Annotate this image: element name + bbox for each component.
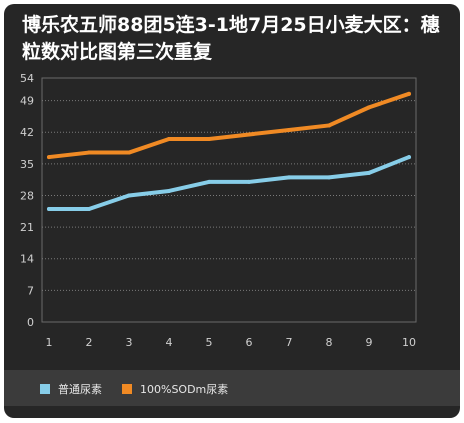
legend-swatch-series-2 [122, 384, 132, 394]
x-tick-label: 1 [46, 336, 53, 349]
y-tick-label: 7 [27, 284, 34, 297]
data-point-series-1 [367, 170, 371, 175]
data-point-series-2 [87, 150, 91, 155]
data-point-series-1 [207, 179, 211, 184]
y-tick-label: 0 [27, 316, 34, 329]
x-tick-label: 10 [402, 336, 416, 349]
data-point-series-2 [327, 123, 331, 128]
legend-label-series-2: 100%SODm尿素 [140, 383, 229, 396]
data-point-series-2 [127, 150, 131, 155]
chart-panel: 博乐农五师88团5连3-1地7月25日小麦大区：穗粒数对比图第三次重复 0 7 14… [4, 4, 460, 418]
x-tick-label: 2 [86, 336, 93, 349]
legend: 普通尿素 100%SODm尿素 [4, 370, 460, 406]
data-point-series-2 [207, 137, 211, 141]
legend-label-series-1: 普通尿素 [58, 383, 102, 396]
legend-swatch-series-1 [40, 384, 50, 394]
data-point-series-2 [287, 127, 291, 132]
y-tick-label: 28 [20, 189, 34, 202]
legend-item-series-1[interactable]: 普通尿素 [40, 381, 102, 397]
series-line-1 [47, 155, 411, 212]
data-point-series-1 [127, 193, 131, 198]
x-tick-label: 8 [326, 336, 333, 349]
x-tick-label: 3 [126, 336, 133, 349]
chart-title: 博乐农五师88团5连3-1地7月25日小麦大区：穗粒数对比图第三次重复 [22, 14, 440, 63]
y-tick-label: 35 [20, 158, 34, 171]
data-point-series-2 [167, 137, 171, 141]
data-point-series-1 [167, 188, 171, 193]
data-point-series-2 [407, 91, 411, 96]
data-point-series-1 [47, 207, 51, 212]
x-tick-label: 4 [166, 336, 173, 349]
data-point-series-2 [367, 105, 371, 110]
line-chart: 0 7 14 21 28 35 42 49 54 1 2 3 4 5 6 7 8 9 10 [20, 72, 417, 349]
y-tick-label: 49 [20, 95, 34, 108]
data-point-series-2 [47, 155, 51, 160]
x-tick-label: 9 [366, 336, 373, 349]
data-point-series-1 [327, 175, 331, 180]
x-tick-label: 6 [246, 336, 253, 349]
data-point-series-1 [247, 179, 251, 184]
x-tick-label: 7 [286, 336, 293, 349]
data-point-series-1 [407, 155, 411, 160]
data-point-series-1 [287, 175, 291, 180]
y-tick-label: 21 [20, 221, 34, 234]
y-tick-label: 54 [20, 72, 34, 85]
data-point-series-1 [87, 207, 91, 212]
y-tick-label: 14 [20, 253, 34, 266]
data-point-series-2 [247, 132, 251, 137]
series-line-2 [47, 91, 411, 160]
legend-item-series-2[interactable]: 100%SODm尿素 [122, 381, 228, 397]
x-tick-label: 5 [206, 336, 213, 349]
plot-frame [41, 77, 417, 323]
y-tick-label: 42 [20, 126, 34, 139]
